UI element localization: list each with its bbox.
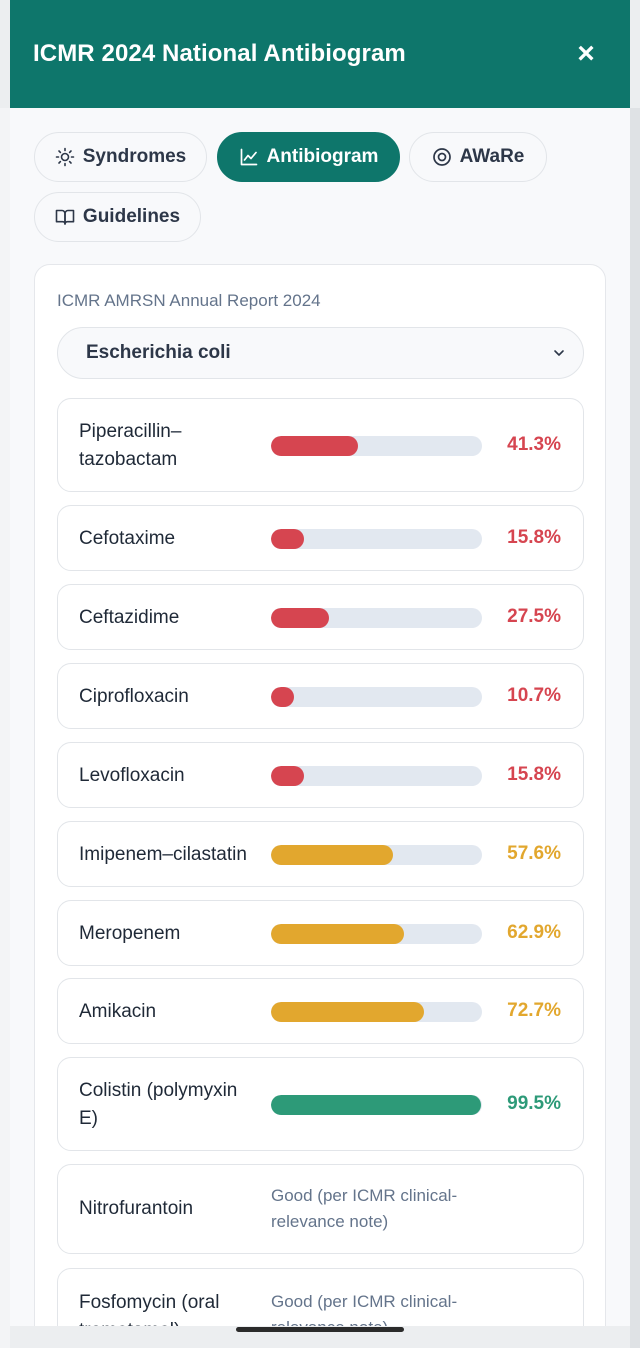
tab-aware[interactable]: AWaRe	[409, 132, 547, 182]
susceptibility-row: Ciprofloxacin 10.7%	[57, 663, 584, 729]
susceptibility-percent: 27.5%	[507, 606, 561, 627]
tab-label: Antibiogram	[266, 146, 379, 167]
panel-header: ICMR 2024 National Antibiogram ×	[10, 0, 630, 108]
tab-label: AWaRe	[459, 146, 525, 167]
susceptibility-row: Meropenem 62.9%	[57, 900, 584, 966]
clinical-relevance-note: Good (per ICMR clinical-relevance note)	[271, 1186, 458, 1231]
antibiogram-panel: ICMR 2024 National Antibiogram × Syndrom…	[10, 0, 630, 1326]
susceptibility-percent: 15.8%	[507, 527, 561, 548]
drug-name: Nitrofurantoin	[79, 1198, 194, 1219]
susceptibility-percent: 57.6%	[507, 843, 561, 864]
report-source-label: ICMR AMRSN Annual Report 2024	[57, 291, 321, 310]
drug-name: Levofloxacin	[79, 765, 185, 786]
drug-name: Imipenem–cilastatin	[79, 844, 247, 865]
susceptibility-row: Piperacillin–tazobactam 41.3%	[57, 398, 584, 492]
book-icon	[55, 209, 75, 225]
clinical-relevance-note: Good (per ICMR clinical-relevance note)	[271, 1292, 458, 1326]
susceptibility-percent: 62.9%	[507, 922, 561, 943]
tab-guidelines[interactable]: Guidelines	[34, 192, 201, 242]
susceptibility-bar-fill	[271, 687, 294, 707]
susceptibility-row: Amikacin 72.7%	[57, 978, 584, 1044]
sun-icon	[55, 147, 75, 167]
susceptibility-bar-track	[271, 845, 482, 865]
susceptibility-bar-track	[271, 436, 482, 456]
susceptibility-row: Colistin (polymyxin E) 99.5%	[57, 1057, 584, 1151]
organism-select-value: Escherichia coli	[86, 342, 231, 363]
susceptibility-bar-track	[271, 1002, 482, 1022]
drug-name: Amikacin	[79, 1001, 157, 1022]
susceptibility-bar-track	[271, 529, 482, 549]
susceptibility-bar-fill	[271, 436, 359, 456]
line-chart-icon	[240, 148, 257, 166]
susceptibility-bar-fill	[271, 1002, 425, 1022]
drug-name: Fosfomycin (oral trometamol)	[79, 1292, 220, 1326]
antibiogram-card: ICMR AMRSN Annual Report 2024 Escherichi…	[34, 264, 606, 1326]
target-icon	[432, 148, 451, 166]
drug-name: Meropenem	[79, 923, 181, 944]
backdrop	[0, 108, 10, 1348]
close-button[interactable]: ×	[577, 37, 595, 70]
susceptibility-bar-track	[271, 608, 482, 628]
tab-label: Syndromes	[82, 146, 187, 167]
susceptibility-row: Imipenem–cilastatin 57.6%	[57, 821, 584, 887]
susceptibility-bar-track	[271, 924, 482, 944]
tab-syndromes[interactable]: Syndromes	[34, 132, 207, 182]
susceptibility-percent: 41.3%	[507, 434, 561, 455]
susceptibility-percent: 10.7%	[507, 685, 561, 706]
susceptibility-bar-fill	[271, 845, 393, 865]
tab-label: Guidelines	[82, 206, 181, 227]
susceptibility-percent: 15.8%	[507, 764, 561, 785]
susceptibility-note-row: Fosfomycin (oral trometamol) Good (per IC…	[57, 1268, 584, 1326]
organism-select[interactable]: Escherichia coli	[57, 327, 584, 379]
susceptibility-row: Ceftazidime 27.5%	[57, 584, 584, 650]
susceptibility-row: Cefotaxime 15.8%	[57, 505, 584, 571]
drug-name: Ceftazidime	[79, 607, 180, 628]
drug-name: Ciprofloxacin	[79, 686, 189, 707]
susceptibility-bar-fill	[271, 529, 305, 549]
home-indicator[interactable]	[236, 1327, 404, 1332]
susceptibility-bar-track	[271, 687, 482, 707]
susceptibility-row: Levofloxacin 15.8%	[57, 742, 584, 808]
susceptibility-bar-fill	[271, 1095, 481, 1115]
susceptibility-bar-fill	[271, 924, 404, 944]
susceptibility-percent: 99.5%	[507, 1093, 561, 1114]
susceptibility-percent: 72.7%	[507, 1000, 561, 1021]
tab-antibiogram[interactable]: Antibiogram	[217, 132, 400, 182]
drug-name: Piperacillin–tazobactam	[79, 421, 182, 470]
susceptibility-bar-fill	[271, 608, 330, 628]
chevron-down-icon	[554, 350, 564, 356]
panel-title: ICMR 2024 National Antibiogram	[33, 40, 406, 67]
susceptibility-note-row: Nitrofurantoin Good (per ICMR clinical-re…	[57, 1164, 584, 1254]
backdrop	[630, 108, 640, 1348]
susceptibility-bar-track	[271, 766, 482, 786]
drug-name: Colistin (polymyxin E)	[79, 1080, 238, 1129]
susceptibility-bar-track	[271, 1095, 482, 1115]
drug-name: Cefotaxime	[79, 528, 176, 549]
susceptibility-bar-fill	[271, 766, 305, 786]
